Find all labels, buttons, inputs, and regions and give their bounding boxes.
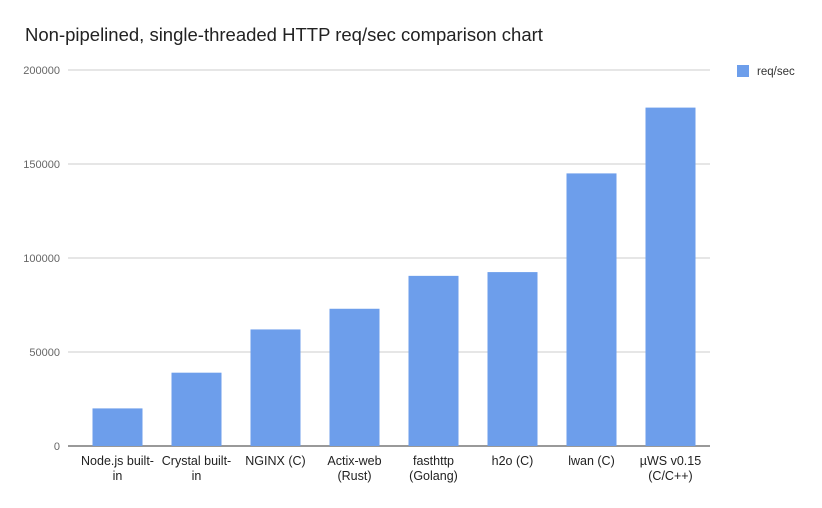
- x-category-label: Actix-web (Rust): [327, 454, 381, 483]
- x-category-label-line: fasthttp: [413, 454, 454, 468]
- legend: req/sec: [737, 65, 795, 78]
- x-category-label: µWS v0.15 (C/C++): [640, 454, 701, 483]
- legend-label: req/sec: [757, 66, 795, 78]
- x-category-label: fasthttp (Golang): [409, 454, 458, 483]
- bar: [329, 308, 380, 446]
- x-category-label-line: Crystal built-: [162, 454, 231, 468]
- bar: [487, 272, 538, 446]
- x-category-label-line: in: [113, 469, 123, 483]
- bar: [92, 408, 143, 446]
- x-category-label-line: Node.js built-: [81, 454, 154, 468]
- y-tick-label: 200000: [23, 65, 60, 77]
- x-category-label-line: h2o (C): [492, 454, 534, 468]
- bar: [171, 372, 222, 446]
- bar: [250, 329, 301, 446]
- bar: [645, 107, 696, 446]
- y-tick-label: 100000: [23, 253, 60, 265]
- x-category-label-line: Actix-web: [327, 454, 381, 468]
- legend-swatch: [737, 65, 749, 77]
- x-category-label-line: (Rust): [337, 469, 371, 483]
- bars: [92, 107, 696, 446]
- x-category-label-line: µWS v0.15: [640, 454, 701, 468]
- y-tick-label: 0: [54, 441, 60, 453]
- x-category-label: lwan (C): [568, 454, 615, 468]
- y-axis-ticks: 0 50000 100000 150000 200000: [23, 65, 60, 453]
- x-category-label: Crystal built-in: [162, 454, 231, 483]
- y-tick-label: 50000: [29, 347, 60, 359]
- x-category-label-line: in: [192, 469, 202, 483]
- bar: [566, 173, 617, 446]
- x-category-label-line: (Golang): [409, 469, 458, 483]
- x-category-label-line: NGINX (C): [245, 454, 305, 468]
- chart-title: Non-pipelined, single-threaded HTTP req/…: [25, 24, 543, 45]
- bar: [408, 275, 459, 446]
- y-tick-label: 150000: [23, 159, 60, 171]
- x-category-label: h2o (C): [492, 454, 534, 468]
- x-category-label-line: (C/C++): [648, 469, 692, 483]
- x-category-label: NGINX (C): [245, 454, 305, 468]
- x-category-label-line: lwan (C): [568, 454, 615, 468]
- x-category-label: Node.js built-in: [81, 454, 154, 483]
